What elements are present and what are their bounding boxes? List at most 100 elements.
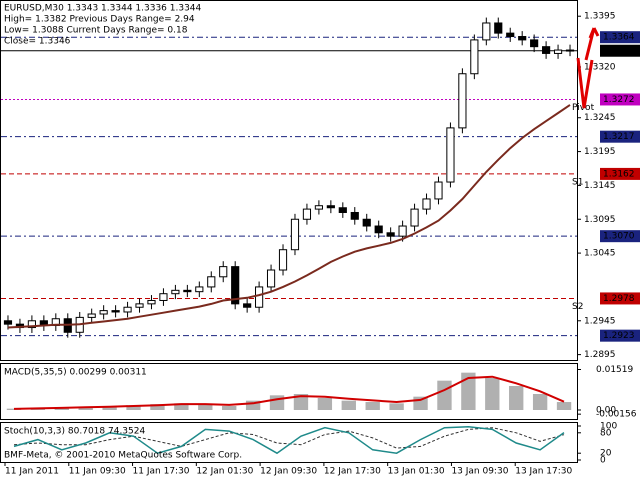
x-tick-label: 12 Jan 09:30 [260,467,317,477]
macd-bar [461,372,476,410]
candle-body [398,225,407,237]
candle-body [195,286,204,293]
macd-bar [509,386,524,410]
x-tick-label: 11 Jan 17:30 [133,467,190,477]
price-level-label: 1.3344 [603,46,635,56]
candle-body [434,181,443,200]
y-tick-label: 1.3395 [584,12,616,22]
candle-body [458,73,467,129]
candle-body [231,266,240,305]
macd-bar [126,405,141,410]
macd-bar [317,398,333,410]
info-line: Low= 1.3088 Current Days Range= 0.18 [4,26,188,36]
candle-body [159,293,168,301]
x-tick-label: 12 Jan 01:30 [196,467,253,477]
y-tick-label: 1.3195 [584,147,616,157]
x-tick-label: 12 Jan 17:30 [324,467,381,477]
candle-body [362,218,371,227]
info-line: High= 1.3382 Previous Days Range= 2.94 [4,15,195,25]
y-tick-label: 0 [600,456,606,466]
y-tick-label: 1.3320 [584,62,616,72]
arrow-decoration [584,27,600,61]
macd-signal [13,375,565,410]
candle-body [123,306,132,313]
moving-average [7,104,571,329]
candle-body [506,32,515,38]
y-tick-label: 1.3145 [584,181,616,191]
copyright: BMF-Meta, © 2001-2010 MetaQuotes Softwar… [4,451,242,461]
y-tick-label: 20 [600,449,612,459]
macd-bar [293,394,309,410]
candle-body [111,310,120,313]
x-tick-label: 13 Jan 17:30 [515,467,572,477]
candle-body [338,207,347,213]
candle-body [314,205,323,210]
y-tick-label: 100 [600,422,617,432]
candle-body [219,266,228,278]
x-tick-label: 11 Jan 2011 [5,467,59,477]
stoch-main [13,425,565,455]
price-level-box [600,230,640,243]
candle-body [482,22,491,41]
y-tick-label: 0.01519 [596,365,633,375]
candle-body [243,303,252,308]
y-tick-label: 1.2895 [584,350,616,360]
candle-body [374,225,383,234]
price-level-box [600,130,640,143]
candle-body [255,286,264,308]
price-level-label: 1.3217 [603,132,635,142]
price-level-box [600,329,640,342]
candle-body [290,218,300,251]
drop-decoration [576,57,594,109]
price-level-box [600,93,640,106]
macd-bar [556,402,572,410]
macd-bar [269,395,285,410]
macd-bar [389,403,404,410]
x-tick-label: 13 Jan 09:30 [451,467,508,477]
candle-body [470,39,479,75]
y-tick-label: -0.00156 [596,410,637,420]
macd-bar [78,406,93,410]
main-frame [0,0,578,361]
candle-body [278,249,288,271]
macd-title: MACD(5,35,5) 0.00299 0.00311 [4,368,147,378]
y-tick-label: 1.3095 [584,215,616,225]
price-level-box [600,167,640,180]
candle-body [494,22,503,34]
candle-body [171,289,180,295]
macd-bar [365,402,380,410]
candle-body [542,46,551,54]
candle-body [350,211,359,220]
candle-body [422,198,431,210]
y-tick-label: 1.3245 [584,113,616,123]
price-level-label: 1.3364 [603,33,635,43]
candle-body [3,320,13,325]
candle-body [87,313,96,318]
y-tick-label: 1.3045 [584,249,616,259]
macd-bar [6,408,22,410]
price-level-label: 1.2923 [603,331,635,341]
level-name: S1 [572,177,583,187]
macd-bar [174,403,189,410]
level-name: S2 [572,302,583,312]
price-level-label: 1.3162 [603,169,635,179]
candle-body [530,39,539,48]
candle-body [446,127,455,183]
candle-body [99,310,108,315]
info-line: EURUSD,M30 1.3343 1.3344 1.3336 1.3344 [4,4,202,14]
macd-bar [341,400,356,410]
macd-bar [485,378,500,410]
candle-body [27,320,36,329]
info-line: Close= 1.3346 [4,37,71,47]
macd-bar [437,380,452,410]
macd-bar [150,404,165,410]
price-level-box [600,44,640,57]
macd-bar [222,406,237,410]
price-level-label: 1.3272 [603,95,635,105]
candle-body [207,276,216,288]
macd-bar [245,400,261,410]
y-tick-label: 80 [600,428,612,438]
macd-bar [198,404,213,410]
x-tick-label: 13 Jan 01:30 [388,467,445,477]
